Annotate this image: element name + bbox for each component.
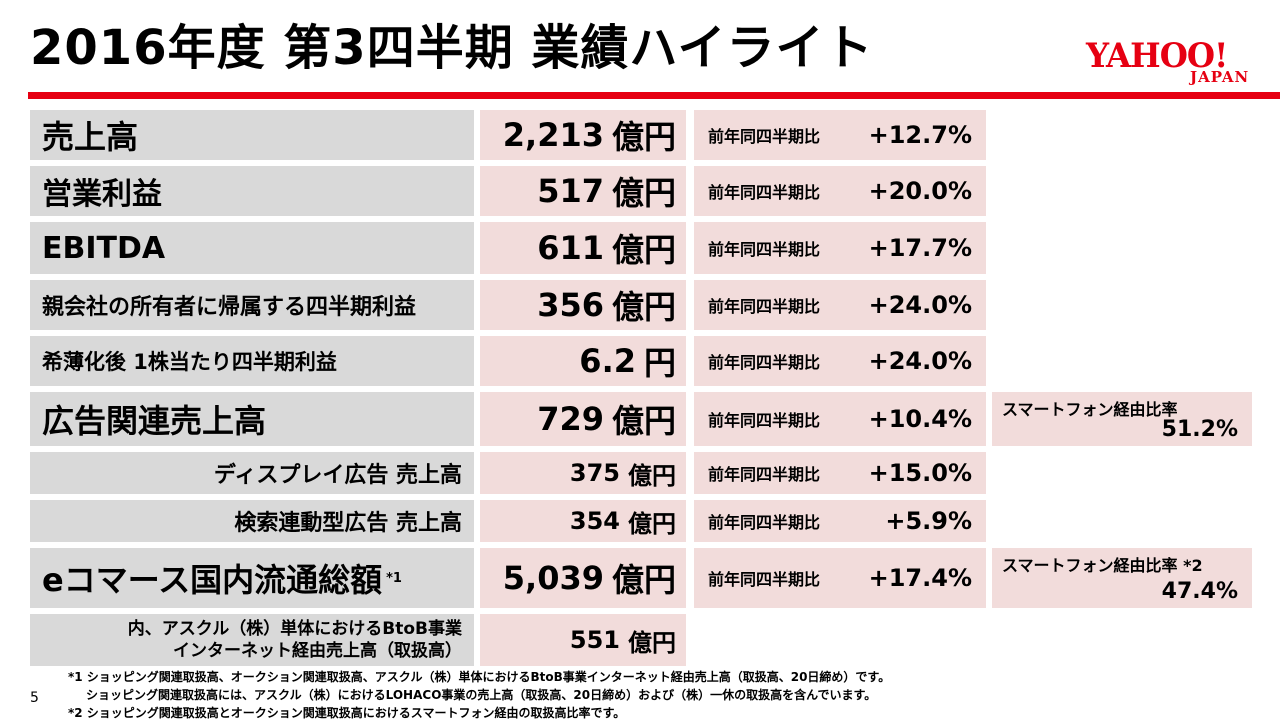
metric-label: EBITDA [30, 222, 474, 274]
growth-cell: 前年同四半期比 +10.4% [694, 392, 986, 446]
metric-row-askul-btob: 内、アスクル（株）単体におけるBtoB事業 インターネット経由売上高（取扱高） … [0, 614, 1280, 666]
metric-row-display-ads: ディスプレイ広告 売上高 375 億円 前年同四半期比 +15.0% [0, 452, 1280, 494]
metric-number: 375 [569, 459, 620, 487]
metric-unit: 億円 [628, 461, 676, 490]
metric-value: 5,039 億円 [480, 548, 686, 608]
growth-value: +24.0% [868, 291, 972, 319]
metric-number: 517 [537, 172, 604, 210]
growth-label: 前年同四半期比 [708, 513, 821, 532]
metric-row-operating-income: 営業利益 517 億円 前年同四半期比 +20.0% [0, 166, 1280, 216]
growth-label: 前年同四半期比 [708, 240, 821, 259]
metric-unit: 億円 [611, 288, 676, 326]
growth-value: +5.9% [885, 507, 972, 535]
growth-value: +12.7% [868, 121, 972, 149]
growth-cell: 前年同四半期比 +17.7% [694, 222, 986, 274]
growth-value: +15.0% [868, 459, 972, 487]
metric-unit: 円 [643, 344, 676, 382]
metric-row-ad-revenue: 広告関連売上高 729 億円 前年同四半期比 +10.4% スマートフォン経由比率… [0, 392, 1280, 446]
metric-value: 356 億円 [480, 280, 686, 330]
metric-label: 売上高 [30, 110, 474, 160]
metric-label: eコマース国内流通総額 *1 [30, 548, 474, 608]
metric-value: 611 億円 [480, 222, 686, 274]
metric-number: 2,213 [502, 116, 604, 154]
metric-unit: 億円 [628, 509, 676, 538]
metric-number: 611 [537, 229, 604, 267]
metric-label: 検索連動型広告 売上高 [30, 500, 474, 542]
metric-row-ebitda: EBITDA 611 億円 前年同四半期比 +17.7% [0, 222, 1280, 274]
metric-unit: 億円 [611, 174, 676, 212]
growth-value: +17.4% [868, 564, 972, 592]
growth-label: 前年同四半期比 [708, 465, 821, 484]
yahoo-japan-logo: YAHOO! JAPAN [1086, 38, 1256, 88]
smartphone-ratio-cell: スマートフォン経由比率 51.2% [992, 392, 1252, 446]
metric-label: ディスプレイ広告 売上高 [30, 452, 474, 494]
metric-number: 6.2 [579, 342, 636, 380]
growth-cell: 前年同四半期比 +20.0% [694, 166, 986, 216]
metric-unit: 億円 [611, 118, 676, 156]
page-title: 2016年度 第3四半期 業績ハイライト [30, 20, 874, 76]
smartphone-ratio-label: スマートフォン経由比率 *2 [1002, 556, 1203, 575]
growth-value: +20.0% [868, 177, 972, 205]
metric-number: 551 [569, 626, 620, 654]
metric-value: 517 億円 [480, 166, 686, 216]
metric-unit: 億円 [611, 561, 676, 599]
growth-label: 前年同四半期比 [708, 353, 821, 372]
metric-value: 6.2 円 [480, 336, 686, 386]
metric-number: 729 [537, 400, 604, 438]
metric-value: 551 億円 [480, 614, 686, 666]
footnotes: *1 ショッピング関連取扱高、オークション関連取扱高、アスクル（株）単体における… [68, 668, 890, 722]
smartphone-ratio-value: 47.4% [1161, 579, 1238, 604]
metric-value: 2,213 億円 [480, 110, 686, 160]
metric-label-line1: 内、アスクル（株）単体におけるBtoB事業 [127, 619, 462, 639]
metric-value: 375 億円 [480, 452, 686, 494]
page-number: 5 [30, 690, 39, 706]
metric-number: 356 [537, 286, 604, 324]
metric-row-ecommerce-gmv: eコマース国内流通総額 *1 5,039 億円 前年同四半期比 +17.4% スマー… [0, 548, 1280, 608]
metric-label: 親会社の所有者に帰属する四半期利益 [30, 280, 474, 330]
title-divider [28, 92, 1280, 99]
metric-label: 希薄化後 1株当たり四半期利益 [30, 336, 474, 386]
growth-cell: 前年同四半期比 +15.0% [694, 452, 986, 494]
metric-label: 内、アスクル（株）単体におけるBtoB事業 インターネット経由売上高（取扱高） [30, 614, 474, 666]
growth-label: 前年同四半期比 [708, 297, 821, 316]
smartphone-ratio-cell: スマートフォン経由比率 *2 47.4% [992, 548, 1252, 608]
growth-label: 前年同四半期比 [708, 183, 821, 202]
footnote-1: *1 ショッピング関連取扱高、オークション関連取扱高、アスクル（株）単体における… [68, 670, 891, 684]
metric-value: 729 億円 [480, 392, 686, 446]
smartphone-ratio-value: 51.2% [1161, 417, 1238, 442]
metric-row-net-income: 親会社の所有者に帰属する四半期利益 356 億円 前年同四半期比 +24.0% [0, 280, 1280, 330]
smartphone-ratio-label: スマートフォン経由比率 [1002, 400, 1178, 419]
metric-label: 営業利益 [30, 166, 474, 216]
metric-unit: 億円 [611, 402, 676, 440]
metric-row-search-ads: 検索連動型広告 売上高 354 億円 前年同四半期比 +5.9% [0, 500, 1280, 542]
growth-value: +24.0% [868, 347, 972, 375]
footnote-marker: *1 [386, 570, 402, 586]
footnote-1-continued: ショッピング関連取扱高には、アスクル（株）におけるLOHACO事業の売上高（取扱… [86, 688, 877, 702]
metric-value: 354 億円 [480, 500, 686, 542]
growth-cell: 前年同四半期比 +24.0% [694, 280, 986, 330]
logo-main-text: YAHOO! [1086, 36, 1228, 76]
metric-number: 354 [569, 507, 620, 535]
growth-cell: 前年同四半期比 +17.4% [694, 548, 986, 608]
logo-sub-text: JAPAN [1190, 68, 1250, 86]
growth-value: +17.7% [868, 234, 972, 262]
growth-cell: 前年同四半期比 +24.0% [694, 336, 986, 386]
growth-value: +10.4% [868, 405, 972, 433]
growth-label: 前年同四半期比 [708, 411, 821, 430]
footnote-2: *2 ショッピング関連取扱高とオークション関連取扱高におけるスマートフォン経由の… [68, 706, 626, 720]
growth-cell: 前年同四半期比 +5.9% [694, 500, 986, 542]
metric-label-line2: インターネット経由売上高（取扱高） [173, 641, 462, 661]
metric-unit: 億円 [628, 628, 676, 657]
growth-cell: 前年同四半期比 +12.7% [694, 110, 986, 160]
growth-label: 前年同四半期比 [708, 570, 821, 589]
growth-label: 前年同四半期比 [708, 127, 821, 146]
metric-label: 広告関連売上高 [30, 392, 474, 446]
metric-number: 5,039 [502, 559, 604, 597]
metric-row-revenue: 売上高 2,213 億円 前年同四半期比 +12.7% [0, 110, 1280, 160]
metric-unit: 億円 [611, 231, 676, 269]
metric-label-text: eコマース国内流通総額 [42, 561, 383, 599]
metric-row-eps: 希薄化後 1株当たり四半期利益 6.2 円 前年同四半期比 +24.0% [0, 336, 1280, 386]
